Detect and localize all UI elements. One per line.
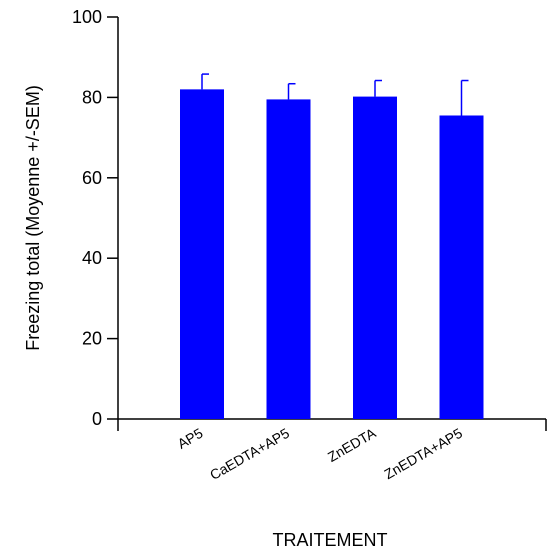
x-category-label: ZnEDTA: [325, 424, 379, 465]
y-tick-label: 60: [82, 168, 102, 188]
bar: [353, 96, 397, 419]
y-tick-label: 20: [82, 329, 102, 349]
x-category-label: AP5: [175, 425, 206, 452]
y-tick-label: 40: [82, 248, 102, 268]
bar-series: [180, 73, 484, 420]
y-axis-title: Freezing total (Moyenne +/-SEM): [23, 85, 43, 351]
y-tick-label: 0: [92, 409, 102, 429]
y-axis-ticks: 0 20 40 60 80 100: [72, 7, 118, 429]
x-category-label: ZnEDTA+AP5: [381, 425, 465, 483]
bar: [180, 89, 224, 420]
x-axis-title: TRAITEMENT: [273, 530, 388, 550]
x-category-label: CaEDTA+AP5: [207, 425, 292, 483]
y-tick-label: 80: [82, 87, 102, 107]
bar: [266, 99, 311, 419]
bar: [439, 115, 484, 420]
x-axis-category-labels: AP5 CaEDTA+AP5 ZnEDTA ZnEDTA+AP5: [175, 424, 466, 483]
y-tick-label: 100: [72, 7, 102, 27]
